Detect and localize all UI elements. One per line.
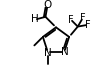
Text: F: F xyxy=(68,15,74,25)
Text: F: F xyxy=(80,13,86,23)
Text: H: H xyxy=(31,14,39,24)
Text: O: O xyxy=(44,0,52,10)
Text: N: N xyxy=(44,48,52,58)
Text: N: N xyxy=(61,47,69,57)
Text: F: F xyxy=(85,20,90,30)
